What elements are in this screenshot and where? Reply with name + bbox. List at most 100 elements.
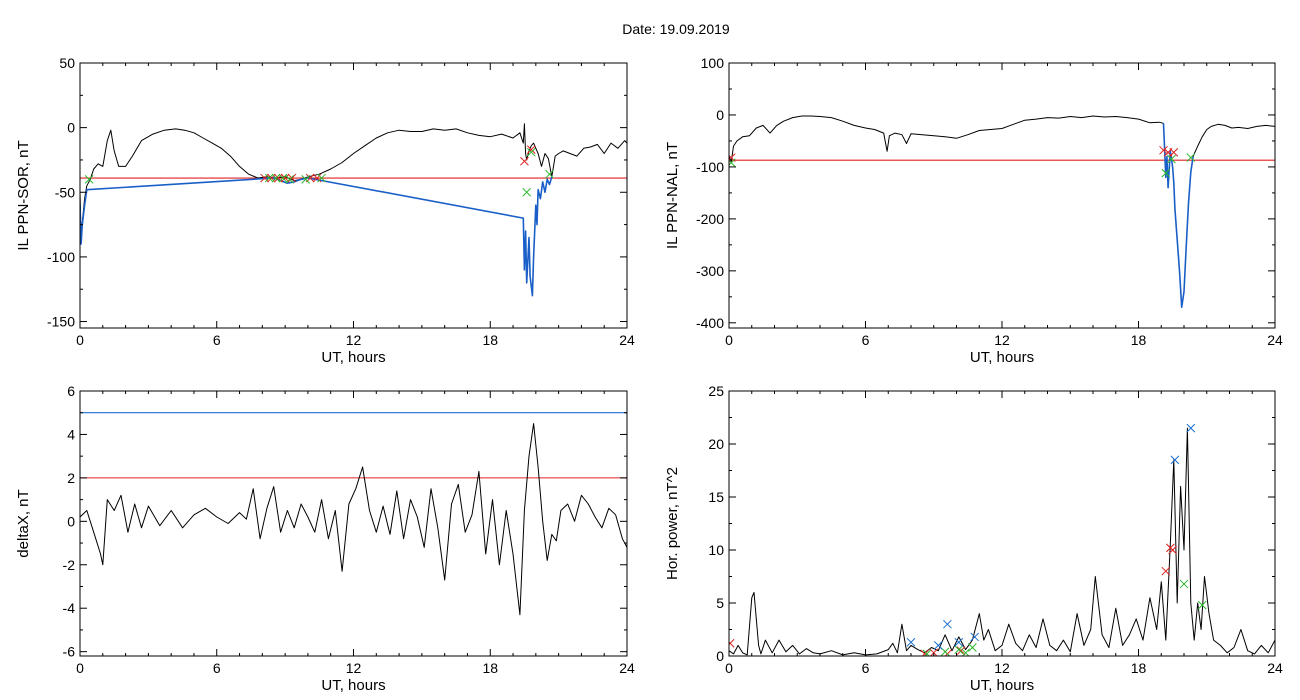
panel-4-marker-green bbox=[1179, 579, 1189, 589]
panel-1-marker-green bbox=[84, 174, 94, 184]
panel-1-marker-stroke bbox=[285, 174, 295, 184]
panel-4-y-axis-label: Hor. power, nT^2 bbox=[664, 467, 681, 580]
panel-3-ytick-label: 6 bbox=[67, 383, 75, 399]
panel-2-ytick-label: -300 bbox=[696, 263, 724, 279]
panel-4-marker-stroke bbox=[921, 649, 930, 656]
panel-1-marker-green bbox=[271, 173, 281, 183]
panel-1-marker-stroke bbox=[273, 173, 283, 183]
panel-3-xtick-label: 12 bbox=[346, 660, 362, 676]
panel-4-marker-blue bbox=[1170, 455, 1180, 465]
panel-1-marker-stroke bbox=[287, 173, 297, 183]
panel-3: 0 6 12 18 24 6 4 2 0 -2 -4 -6 UT, hours deltaX, nT bbox=[15, 383, 635, 694]
panel-2-y-axis-label: IL PPN-NAL, nT bbox=[664, 142, 681, 249]
panel-4-ytick-label: 20 bbox=[708, 436, 724, 452]
panel-2-marker-stroke bbox=[1159, 145, 1168, 155]
panel-4-marker-stroke bbox=[956, 646, 966, 656]
panel-4-marker-stroke bbox=[906, 637, 916, 647]
panel-1-marker-green bbox=[526, 147, 536, 157]
panel-1-marker-red bbox=[273, 173, 283, 183]
panel-4-marker-stroke bbox=[1179, 579, 1189, 589]
panel-1-marker-green bbox=[285, 174, 295, 184]
panel-4-marker-stroke bbox=[970, 632, 980, 642]
panel-3-xtick-label: 0 bbox=[76, 660, 84, 676]
panel-2-series-black-0 bbox=[729, 115, 1164, 163]
panel-1-marker-stroke bbox=[301, 174, 310, 184]
panel-4-marker-blue bbox=[906, 637, 916, 647]
panel-4-marker-red bbox=[1161, 566, 1171, 576]
panel-3-ytick-label: -6 bbox=[63, 644, 76, 660]
panel-2-marker-red bbox=[1169, 148, 1179, 157]
panel-1-marker-red bbox=[260, 173, 269, 183]
panel-1-marker-green bbox=[264, 173, 274, 183]
panel-2-marker-stroke bbox=[1167, 154, 1176, 164]
panel-2-marker-red bbox=[1159, 145, 1168, 155]
panel-4-marker-green bbox=[954, 645, 964, 654]
panel-2-x-axis-label: UT, hours bbox=[970, 349, 1034, 366]
panel-3-xtick-label: 24 bbox=[619, 660, 635, 676]
panel-2-xtick-label: 6 bbox=[862, 332, 870, 348]
panel-1-series-black-0 bbox=[80, 123, 627, 238]
panel-4-marker-stroke bbox=[1170, 455, 1180, 465]
panel-1-marker-green bbox=[301, 174, 310, 184]
panel-1-marker-red bbox=[526, 145, 536, 154]
panel-1-marker-stroke bbox=[280, 173, 290, 183]
panel-2-marker-green bbox=[1167, 154, 1176, 164]
panel-3-x-axis-label: UT, hours bbox=[321, 677, 385, 694]
panel-4-marker-green bbox=[1197, 600, 1207, 610]
panel-1-marker-stroke bbox=[271, 173, 281, 183]
panel-4-xtick-label: 18 bbox=[1131, 660, 1147, 676]
panel-4-marker-stroke bbox=[954, 637, 964, 647]
panel-2-ytick-label: -100 bbox=[696, 159, 724, 175]
panel-1-marker-green bbox=[317, 173, 326, 183]
panel-4-ytick-label: 10 bbox=[708, 542, 724, 558]
panel-1-marker-stroke bbox=[312, 173, 322, 183]
panel-1-marker-stroke bbox=[264, 173, 274, 183]
panel-4-marker-blue bbox=[933, 641, 943, 650]
panel-4-marker-stroke bbox=[924, 649, 932, 656]
panel-1-marker-red bbox=[520, 156, 529, 166]
panel-1-ytick-label: -150 bbox=[47, 314, 75, 330]
panel-4-marker-stroke bbox=[1161, 566, 1171, 576]
panel-1-ytick-label: 50 bbox=[59, 55, 75, 71]
panel-1-marker-stroke bbox=[520, 156, 529, 166]
panel-1-series-blue-1 bbox=[80, 176, 553, 297]
panel-1-marker-stroke bbox=[317, 173, 326, 183]
panel-2-frame bbox=[728, 62, 1276, 329]
panel-4-marker-stroke bbox=[961, 648, 970, 656]
panel-4-marker-green bbox=[922, 649, 932, 656]
panel-4-ytick-label: 15 bbox=[708, 489, 724, 505]
panel-4-xtick-label: 24 bbox=[1267, 660, 1283, 676]
panel-1-marker-red bbox=[312, 173, 322, 183]
panel-4-xtick-label: 0 bbox=[725, 660, 733, 676]
panel-4-marker-red bbox=[729, 638, 735, 648]
panel-4-marker-red bbox=[1168, 545, 1177, 555]
panel-1-marker-stroke bbox=[267, 173, 276, 183]
panel-1-xtick-label: 6 bbox=[213, 332, 221, 348]
panel-4-marker-green bbox=[961, 648, 970, 656]
panel-4-marker-stroke bbox=[943, 619, 952, 629]
panel-3-ytick-label: 2 bbox=[67, 470, 75, 486]
panel-1-ytick-label: -100 bbox=[47, 249, 75, 265]
panel-4-marker-blue bbox=[943, 619, 952, 629]
panel-4-series-black-0 bbox=[729, 427, 1275, 656]
panel-4-marker-stroke bbox=[729, 638, 735, 646]
panel-1-frame bbox=[79, 62, 628, 329]
panel-1-marker-green bbox=[522, 187, 532, 197]
panel-1-marker-red bbox=[287, 173, 297, 183]
panel-1-marker-stroke bbox=[526, 147, 536, 157]
panel-4-marker-red bbox=[956, 646, 966, 656]
panel-3-series-black-0 bbox=[80, 423, 627, 616]
panel-1-marker-stroke bbox=[522, 187, 532, 197]
panel-2-marker-green bbox=[1186, 153, 1196, 162]
panel-2-ytick-label: -400 bbox=[696, 315, 724, 331]
panel-1-marker-stroke bbox=[260, 173, 269, 183]
panel-3-ytick-label: 0 bbox=[67, 513, 75, 529]
panel-3-xtick-label: 18 bbox=[482, 660, 498, 676]
panel-4-marker-stroke bbox=[940, 647, 950, 656]
panel-2-ytick-label: 0 bbox=[716, 107, 724, 123]
chart-title: Date: 19.09.2019 bbox=[622, 21, 730, 37]
panel-1-marker-stroke bbox=[545, 169, 554, 179]
panel-2-xtick-label: 0 bbox=[725, 332, 733, 348]
panel-4-marker-blue bbox=[1186, 423, 1196, 433]
panel-4-marker-stroke bbox=[929, 648, 939, 656]
